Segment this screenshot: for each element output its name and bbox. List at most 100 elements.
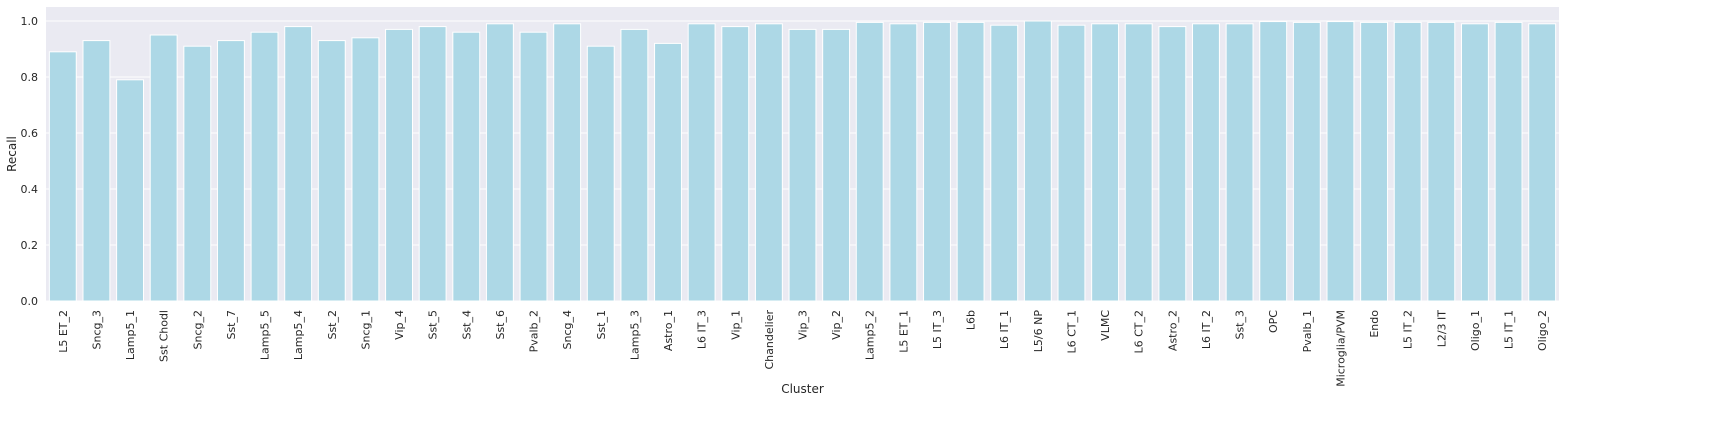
- bar: [1494, 21, 1523, 302]
- x-tick-label: L5 ET_2: [57, 310, 70, 353]
- x-tick-label: Lamp5_2: [864, 310, 877, 360]
- x-tick-label: Sst Chodl: [158, 310, 171, 362]
- x-tick-label: L6 IT_2: [1200, 310, 1213, 349]
- y-tick-labels: 0.0 0.2 0.4 0.6 0.8 1.0: [21, 15, 39, 308]
- bar: [721, 26, 750, 302]
- x-tick-label: Vip_1: [729, 310, 742, 340]
- bar: [923, 21, 951, 302]
- bar: [351, 37, 380, 302]
- y-tick-label: 0.6: [21, 127, 39, 140]
- x-tick-label: L6 IT_3: [696, 310, 709, 349]
- bar: [990, 24, 1019, 302]
- x-tick-label: Sncg_2: [191, 310, 204, 349]
- x-tick-label: Pvalb_1: [1301, 310, 1314, 352]
- x-tick-label: Sst_5: [427, 310, 440, 340]
- bar: [1057, 24, 1086, 302]
- x-tick-label: L6 CT_2: [1133, 310, 1146, 354]
- bar: [1158, 26, 1187, 302]
- x-tick-label: OPC: [1267, 310, 1280, 333]
- x-tick-label: Sst_1: [595, 310, 608, 340]
- bar: [82, 40, 111, 302]
- x-tick-label: Lamp5_5: [259, 310, 272, 360]
- bar: [1225, 23, 1254, 302]
- bars: [48, 20, 1557, 302]
- bar: [183, 45, 212, 302]
- bar: [822, 28, 851, 302]
- x-tick-label: VLMC: [1099, 310, 1112, 341]
- x-tick-label: L5/6 NP: [1032, 310, 1045, 353]
- bar: [1124, 23, 1153, 302]
- x-tick-label: L6b: [965, 310, 978, 330]
- bar: [1393, 21, 1422, 302]
- bar: [1259, 21, 1288, 302]
- bar: [48, 51, 77, 302]
- x-tick-label: Microglia/PVM: [1334, 310, 1347, 387]
- x-tick-label: Sst_4: [460, 310, 473, 340]
- bar: [452, 31, 481, 302]
- x-tick-label: Vip_3: [797, 310, 810, 340]
- x-tick-label: L6 IT_1: [998, 310, 1011, 349]
- x-tick-label: Oligo_2: [1536, 310, 1549, 351]
- bar: [1427, 21, 1456, 302]
- bar: [485, 23, 514, 302]
- bar: [889, 23, 918, 302]
- x-tick-label: L5 IT_2: [1402, 310, 1415, 349]
- x-tick-label: Sst_3: [1234, 310, 1247, 340]
- x-tick-label: L5 IT_1: [1503, 310, 1516, 349]
- bar: [1460, 23, 1489, 302]
- x-tick-labels: L5 ET_2 Sncg_3 Lamp5_1 Sst Chodl Sncg_2 Sst_7…: [57, 310, 1549, 387]
- x-tick-label: Sst_6: [494, 310, 507, 340]
- bar: [149, 34, 178, 302]
- x-tick-label: Lamp5_1: [124, 310, 137, 360]
- x-tick-label: Sst_7: [225, 310, 238, 340]
- bar: [687, 23, 716, 302]
- bar: [116, 79, 145, 302]
- bar: [754, 23, 783, 302]
- bar: [855, 21, 884, 302]
- x-axis-label: Cluster: [781, 382, 824, 396]
- bar: [216, 40, 245, 302]
- bar: [1360, 21, 1389, 302]
- x-tick-label: Sncg_3: [90, 310, 103, 349]
- bar: [1292, 21, 1321, 302]
- x-tick-label: Sncg_1: [359, 310, 372, 349]
- x-tick-label: Endo: [1368, 310, 1381, 338]
- y-axis-label: Recall: [5, 136, 19, 172]
- y-tick-label: 0.8: [21, 71, 39, 84]
- bar: [553, 23, 582, 302]
- x-tick-label: Lamp5_3: [628, 310, 641, 360]
- x-tick-label: Pvalb_2: [528, 310, 541, 352]
- x-tick-label: Astro_1: [662, 310, 675, 351]
- x-tick-label: Vip_4: [393, 310, 406, 340]
- bar: [385, 28, 413, 302]
- y-tick-label: 0.0: [21, 295, 39, 308]
- x-tick-label: Oligo_1: [1469, 310, 1482, 351]
- x-tick-label: Sncg_4: [561, 310, 574, 349]
- bar: [788, 28, 817, 302]
- bar: [1192, 23, 1220, 302]
- y-tick-label: 1.0: [21, 15, 39, 28]
- bar: [654, 42, 682, 302]
- x-tick-label: L5 ET_1: [897, 310, 910, 353]
- bar: [284, 26, 313, 302]
- bar: [519, 31, 548, 302]
- x-tick-label: Sst_2: [326, 310, 339, 340]
- y-tick-label: 0.2: [21, 239, 39, 252]
- x-tick-label: Astro_2: [1166, 310, 1179, 351]
- bar: [250, 31, 279, 302]
- bar: [1091, 23, 1120, 302]
- bar: [586, 45, 615, 302]
- bar: [418, 26, 447, 302]
- x-tick-label: Chandelier: [763, 310, 776, 370]
- x-tick-label: L2/3 IT: [1435, 310, 1448, 348]
- x-tick-label: Lamp5_4: [292, 310, 305, 360]
- bar: [317, 40, 346, 302]
- x-tick-label: L6 CT_1: [1065, 310, 1078, 354]
- bar: [1528, 23, 1557, 302]
- bar: [1023, 20, 1052, 302]
- y-tick-label: 0.4: [21, 183, 39, 196]
- bar: [620, 28, 649, 302]
- bar: [956, 21, 985, 302]
- x-tick-label: L5 IT_3: [931, 310, 944, 349]
